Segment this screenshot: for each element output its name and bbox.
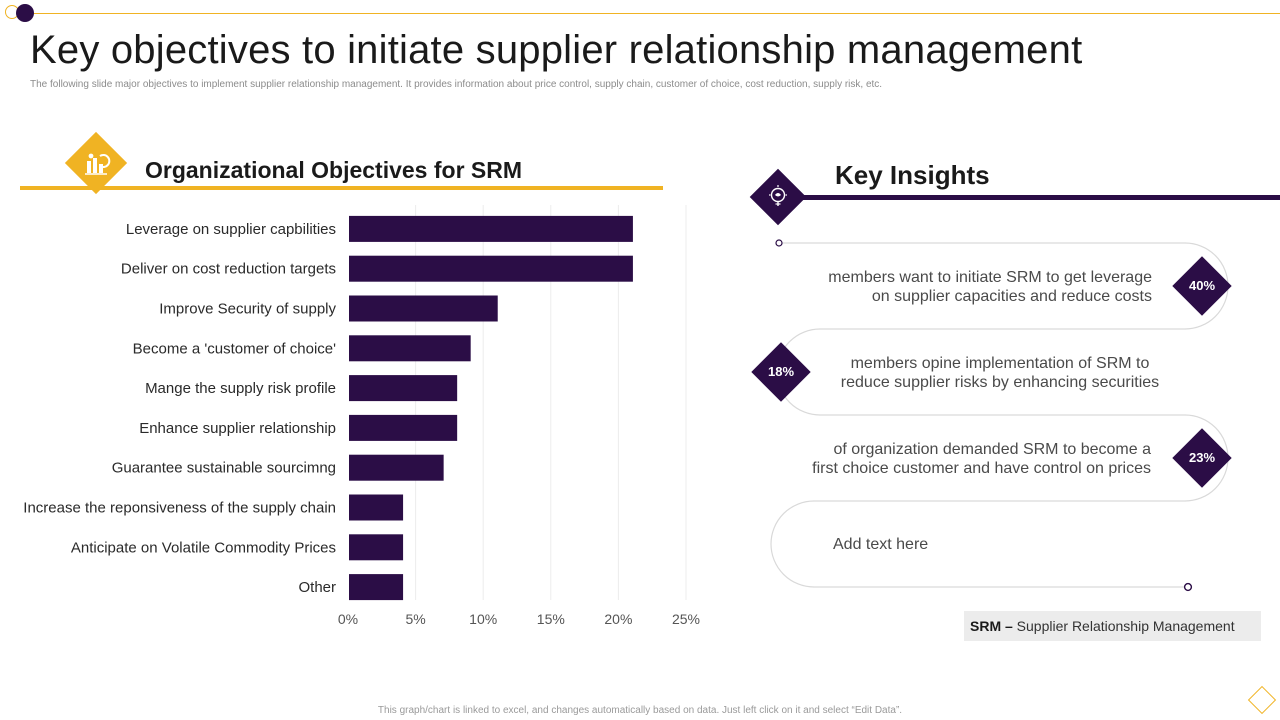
insight-3-text: of organization demanded SRM to become a… [790, 440, 1151, 478]
category-label: Increase the reponsiveness of the supply… [23, 500, 336, 517]
x-tick-label: 10% [469, 611, 497, 627]
insight-2-line1: members opine implementation of SRM to [850, 355, 1150, 372]
insight-1-percent: 40% [1188, 278, 1216, 293]
category-label: Become a 'customer of choice' [133, 340, 336, 357]
category-label: Other [298, 579, 336, 596]
bar [349, 574, 404, 601]
category-label: Enhance supplier relationship [139, 420, 336, 437]
insight-2-line2: reduce supplier risks by enhancing secur… [840, 374, 1160, 391]
insight-3-line1: of organization demanded SRM to become a [833, 441, 1151, 458]
bar [349, 215, 633, 242]
page-subtitle: The following slide major objectives to … [30, 79, 883, 90]
insight-1-line1: members want to initiate SRM to get leve… [828, 269, 1152, 286]
bar [349, 335, 471, 362]
x-tick-label: 0% [338, 611, 358, 627]
insight-4-text[interactable]: Add text here [833, 535, 928, 554]
bar [349, 414, 458, 441]
x-tick-label: 20% [604, 611, 632, 627]
category-label: Guarantee sustainable sourcimng [112, 460, 336, 477]
bar [349, 494, 404, 521]
insight-2-percent: 18% [767, 364, 795, 379]
chart-bars-icon [85, 153, 111, 175]
bar [349, 454, 444, 481]
top-rule [28, 13, 1280, 14]
category-label: Improve Security of supply [159, 301, 336, 318]
insight-1-line2: on supplier capacities and reduce costs [871, 288, 1152, 305]
bar [349, 375, 458, 402]
insight-2-text: members opine implementation of SRM to r… [820, 354, 1180, 392]
insight-1-text: members want to initiate SRM to get leve… [820, 268, 1152, 306]
insights-header-line [780, 195, 1280, 200]
objectives-underline [20, 186, 663, 190]
insight-3-percent: 23% [1188, 450, 1216, 465]
page-title: Key objectives to initiate supplier rela… [30, 28, 1083, 72]
top-dot [16, 4, 34, 22]
objectives-title: Organizational Objectives for SRM [145, 157, 523, 183]
category-label: Leverage on supplier capbilities [126, 221, 336, 238]
insight-3-line2: first choice customer and have control o… [812, 460, 1151, 477]
x-tick-label: 5% [405, 611, 425, 627]
lightbulb-brain-icon [769, 185, 787, 206]
footer-note: This graph/chart is linked to excel, and… [377, 705, 903, 716]
bar [349, 255, 633, 282]
category-label: Mange the supply risk profile [145, 380, 336, 397]
legend-abbr: SRM – [970, 618, 1013, 634]
objectives-bar-chart: Leverage on supplier capbilities Deliver … [23, 205, 700, 627]
bar [349, 295, 498, 322]
legend-full: Supplier Relationship Management [1012, 618, 1235, 634]
insight-4-line1[interactable]: Add text here [833, 536, 929, 553]
x-tick-label: 25% [672, 611, 700, 627]
x-tick-label: 15% [537, 611, 565, 627]
bar [349, 534, 404, 561]
abbreviation-legend: SRM – Supplier Relationship Management [964, 611, 1261, 641]
insights-title: Key Insights [835, 160, 990, 190]
category-label: Deliver on cost reduction targets [121, 261, 336, 278]
category-label: Anticipate on Volatile Commodity Prices [71, 539, 336, 556]
